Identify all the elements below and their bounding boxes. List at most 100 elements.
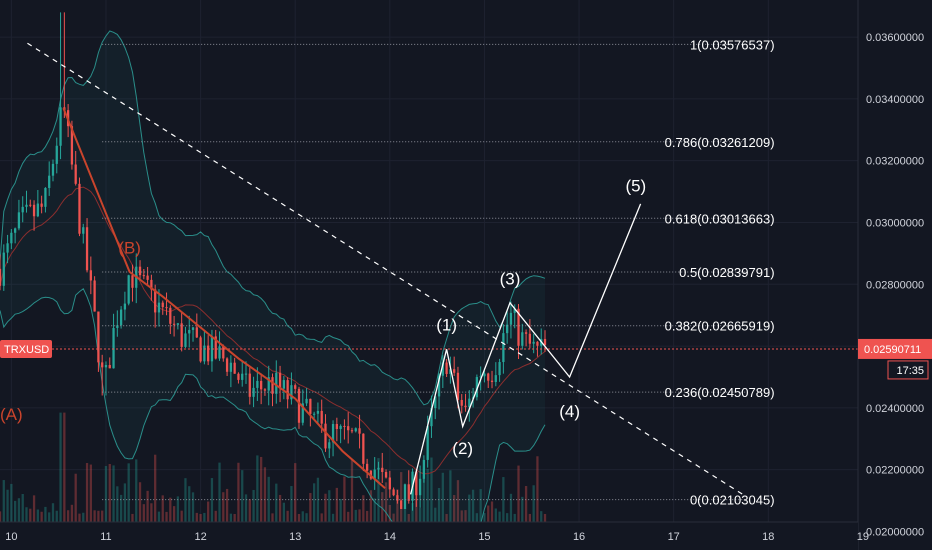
candle-body bbox=[184, 333, 187, 347]
candle-body bbox=[74, 164, 77, 184]
volume-bar bbox=[449, 470, 452, 522]
volume-bar bbox=[430, 457, 433, 522]
volume-bar bbox=[59, 412, 62, 522]
volume-bar bbox=[172, 506, 176, 522]
volume-bar bbox=[524, 486, 528, 522]
time-tick-label: 15 bbox=[478, 531, 490, 543]
wave-layer: (A)(B)(C)(1)(2)(3)(4)(5) bbox=[0, 107, 646, 539]
time-axis[interactable]: 10 11 12 13 14 15 16 17 18 19 bbox=[0, 521, 869, 550]
candle-body bbox=[275, 372, 278, 394]
volume-bar bbox=[0, 511, 2, 522]
candle-body bbox=[123, 303, 127, 310]
candle-body bbox=[301, 403, 304, 423]
volume-bar bbox=[509, 493, 513, 522]
candle-body bbox=[396, 495, 399, 501]
volume-bar bbox=[104, 466, 108, 522]
time-tick-label: 19 bbox=[857, 531, 869, 543]
symbol-badge bbox=[0, 339, 52, 358]
candle-body bbox=[101, 362, 104, 368]
candle-body bbox=[271, 377, 274, 394]
candle-body bbox=[214, 336, 217, 359]
candle-body bbox=[59, 107, 62, 146]
volume-bar bbox=[25, 507, 28, 522]
candle-body bbox=[441, 362, 444, 376]
candle-body bbox=[490, 380, 494, 382]
candle-body bbox=[82, 227, 85, 234]
volume-bar bbox=[146, 490, 149, 522]
candle-body bbox=[286, 380, 289, 400]
candle-body bbox=[48, 175, 51, 188]
candle-body bbox=[210, 336, 214, 362]
volume-bar bbox=[453, 495, 456, 522]
badges-layer: TRXUSD 0.02590711 17:35 bbox=[0, 338, 932, 380]
candle-body bbox=[169, 307, 172, 324]
candle-body bbox=[381, 467, 384, 473]
candle-body bbox=[479, 376, 482, 378]
candle-body bbox=[384, 472, 388, 478]
volume-bar bbox=[13, 500, 17, 522]
volume-bar bbox=[483, 513, 486, 522]
volume-bar bbox=[347, 511, 350, 522]
candle-body bbox=[449, 369, 452, 374]
volume-bar bbox=[229, 513, 233, 522]
price-axis-bg bbox=[858, 0, 932, 550]
volume-bar bbox=[82, 512, 85, 522]
volume-bar bbox=[532, 485, 535, 522]
volume-bar bbox=[89, 464, 92, 522]
candle-body bbox=[17, 212, 21, 229]
impulse-wave-path bbox=[409, 203, 642, 495]
symbol-badge-label: TRXUSD bbox=[4, 344, 49, 356]
volume-bar bbox=[320, 513, 323, 522]
candle-body bbox=[343, 425, 346, 427]
countdown-label: 17:35 bbox=[896, 365, 924, 377]
candle-body bbox=[112, 328, 115, 369]
fib-label: 0.618(0.03013663) bbox=[665, 211, 775, 226]
bollinger-basis bbox=[0, 186, 546, 475]
price-axis[interactable]: 0.03600000 0.03400000 0.03200000 0.03000000… bbox=[857, 0, 932, 550]
volume-bar bbox=[203, 512, 206, 522]
volume-bar bbox=[161, 495, 164, 522]
volume-bar bbox=[138, 482, 142, 522]
wave-label-impulse: (4) bbox=[559, 402, 580, 421]
candle-body bbox=[13, 228, 17, 233]
volume-bar bbox=[176, 496, 180, 522]
volume-bar bbox=[354, 509, 357, 522]
volume-bar bbox=[48, 512, 51, 522]
volume-bar bbox=[135, 459, 138, 522]
volume-bar bbox=[456, 480, 460, 522]
volume-bar bbox=[362, 495, 365, 522]
candle-body bbox=[127, 275, 130, 304]
candle-body bbox=[25, 204, 28, 207]
bollinger-lower bbox=[0, 288, 546, 550]
candle-body bbox=[430, 408, 433, 427]
candle-body bbox=[498, 362, 501, 376]
candle-body bbox=[85, 227, 89, 271]
time-tick-label: 14 bbox=[384, 531, 396, 543]
candle-body bbox=[40, 203, 43, 207]
candle-body bbox=[225, 358, 229, 372]
candle-body bbox=[528, 333, 532, 344]
time-tick-label: 12 bbox=[194, 531, 206, 543]
price-tick-label: 0.02000000 bbox=[866, 526, 924, 538]
candle-body bbox=[44, 187, 47, 207]
volume-bar bbox=[101, 510, 104, 522]
candle-body bbox=[543, 338, 547, 346]
volume-bar bbox=[51, 503, 55, 522]
candle-body bbox=[191, 327, 195, 330]
candle-body bbox=[377, 467, 380, 470]
candle-body bbox=[256, 380, 259, 388]
fib-label: 0.786(0.03261209) bbox=[665, 135, 775, 150]
volume-bar bbox=[260, 456, 263, 522]
candle-body bbox=[460, 399, 463, 406]
volume-bar bbox=[487, 505, 490, 522]
candle-body bbox=[36, 203, 39, 217]
candle-body bbox=[305, 398, 308, 404]
volume-bar bbox=[271, 513, 274, 522]
volume-bar bbox=[388, 505, 391, 522]
volume-bar bbox=[10, 483, 13, 522]
candle-body bbox=[267, 377, 270, 391]
volume-bar bbox=[294, 463, 297, 522]
volume-bar bbox=[282, 502, 286, 522]
volume-bar bbox=[543, 513, 547, 522]
